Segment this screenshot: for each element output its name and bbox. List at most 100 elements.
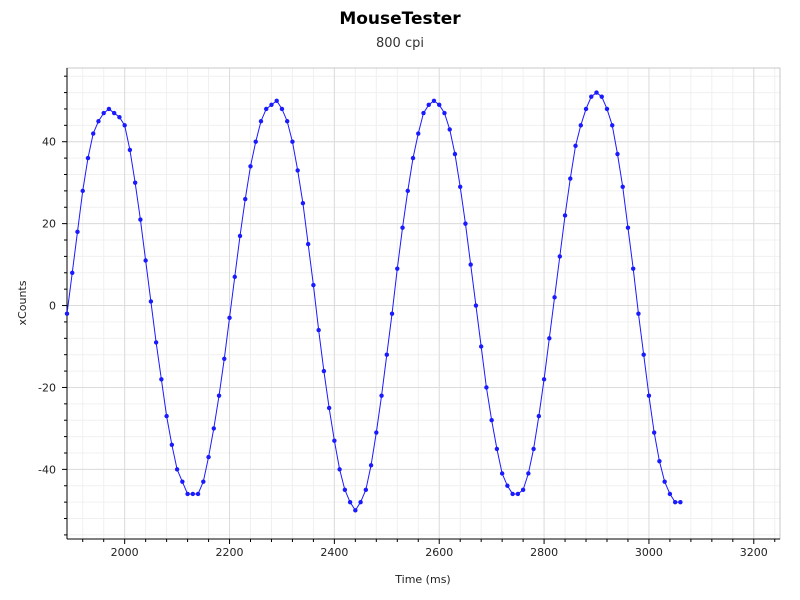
data-point (358, 499, 363, 505)
data-point (484, 385, 489, 390)
data-point (153, 340, 159, 345)
data-point (321, 368, 327, 374)
data-point (431, 98, 437, 103)
data-point (636, 311, 641, 316)
data-point (363, 487, 369, 493)
y-tick-label: -40 (38, 463, 56, 476)
data-point (552, 295, 557, 300)
data-point (489, 418, 494, 423)
data-point (148, 299, 154, 304)
data-point (468, 262, 473, 267)
data-point (410, 155, 416, 161)
data-point (515, 491, 521, 497)
x-tick-label: 2000 (111, 546, 139, 559)
data-point (342, 487, 348, 493)
data-point (625, 225, 631, 230)
plot-area (66, 67, 781, 540)
data-point (678, 499, 683, 505)
minor-gridlines (67, 68, 780, 539)
data-point (505, 483, 510, 488)
data-point (169, 442, 175, 447)
data-point (180, 479, 185, 484)
data-point (159, 377, 164, 382)
data-point (290, 139, 295, 144)
data-point (132, 180, 138, 185)
data-point (185, 491, 190, 497)
data-point (651, 430, 657, 435)
data-point (332, 438, 337, 443)
data-point (405, 188, 410, 194)
data-point (499, 471, 505, 476)
data-point (316, 327, 321, 333)
data-point (106, 106, 112, 112)
data-point (111, 110, 117, 116)
data-point (117, 114, 122, 120)
data-point (536, 413, 542, 419)
data-point (437, 102, 442, 108)
series-path (66, 91, 681, 512)
x-tick-labels: 2000 2200 2400 2600 2800 3000 3200 (111, 546, 768, 559)
data-point (615, 151, 620, 157)
data-point (494, 446, 500, 452)
data-point (662, 479, 667, 484)
data-point (452, 151, 458, 157)
data-point (604, 106, 610, 112)
data-point (463, 221, 468, 226)
data-point (206, 454, 211, 460)
y-tick-label: -20 (38, 381, 56, 394)
data-point (96, 119, 101, 124)
series-line (66, 91, 681, 512)
data-point (143, 258, 148, 263)
y-tick-label: 20 (42, 218, 56, 231)
x-tick-label: 2400 (320, 546, 348, 559)
data-point (641, 352, 646, 357)
data-point (541, 377, 547, 382)
data-point (583, 106, 589, 112)
data-point (557, 254, 563, 259)
data-point (599, 94, 604, 99)
data-point (75, 229, 80, 235)
data-point (620, 184, 625, 189)
data-point (70, 270, 75, 275)
data-point (384, 352, 390, 357)
data-point (400, 225, 405, 230)
data-point (326, 405, 332, 411)
x-tick-label: 2800 (530, 546, 558, 559)
data-point (379, 393, 384, 398)
x-tick-label: 2600 (425, 546, 453, 559)
data-points (64, 90, 683, 513)
data-point (232, 274, 237, 280)
data-point (667, 491, 673, 497)
data-point (657, 458, 662, 464)
data-point (164, 413, 169, 419)
x-tick-label: 3000 (635, 546, 663, 559)
data-point (594, 90, 599, 95)
data-point (258, 119, 264, 124)
data-point (631, 266, 636, 271)
data-point (138, 217, 143, 222)
data-point (300, 200, 306, 206)
data-point (222, 356, 227, 361)
data-point (211, 426, 216, 431)
major-gridlines (67, 68, 780, 539)
data-point (421, 110, 426, 116)
data-point (284, 119, 290, 124)
data-point (389, 311, 395, 316)
data-point (447, 127, 452, 132)
data-point (274, 98, 279, 103)
data-point (253, 139, 258, 144)
data-point (248, 164, 253, 169)
data-point (190, 491, 196, 497)
data-point (568, 176, 573, 181)
chart-subtitle: 800 cpi (376, 36, 424, 51)
x-tick-label: 3200 (740, 546, 768, 559)
data-point (589, 94, 594, 99)
data-point (531, 446, 536, 452)
x-tick-label: 2200 (216, 546, 244, 559)
data-point (646, 393, 652, 398)
data-point (426, 102, 431, 108)
data-point (243, 196, 248, 202)
axes (62, 68, 780, 544)
data-point (85, 155, 91, 161)
